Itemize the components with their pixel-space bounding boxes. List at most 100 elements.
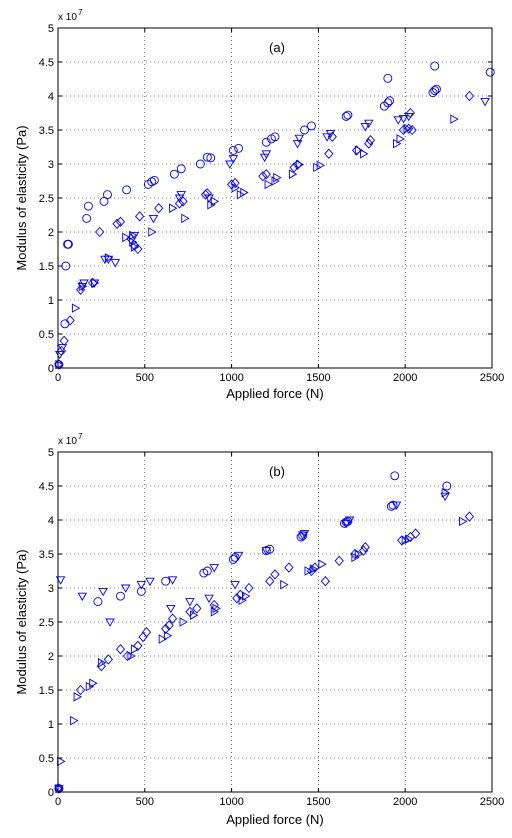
circle-marker (270, 132, 280, 142)
triangle-right-marker (264, 179, 273, 190)
triangle-down-marker (233, 551, 244, 561)
triangle-down-marker (261, 150, 272, 159)
diamond-marker (358, 545, 369, 556)
circle-marker (431, 84, 441, 94)
diamond-marker (161, 623, 171, 634)
diamond-marker (75, 684, 86, 696)
diamond-marker (365, 135, 376, 146)
y-tick-label: 1 (48, 719, 54, 731)
triangle-right-marker (97, 658, 107, 668)
triangle-down-marker (103, 255, 114, 265)
triangle-down-marker (292, 140, 303, 149)
diamond-marker (360, 542, 370, 553)
panel-a: 0 500 1000 1500 2000 2500 0 0.5 1 1.5 2 2.5 3 3.5 4 4.5… (14, 8, 504, 401)
triangle-right-marker (288, 169, 298, 179)
x-tick-label: 1000 (219, 372, 243, 384)
triangle-right-marker (163, 630, 173, 641)
diamond-marker (115, 216, 126, 227)
circle-marker (485, 67, 495, 77)
diamond-marker (226, 179, 237, 190)
triangle-down-marker (363, 119, 374, 129)
diamond-marker (404, 123, 414, 134)
triangle-down-marker (148, 214, 159, 224)
circle-marker (383, 98, 393, 108)
diamond-marker (65, 315, 75, 326)
circle-marker (228, 145, 238, 155)
diamond-marker (230, 177, 240, 189)
triangle-right-marker (354, 145, 364, 156)
circle-marker (385, 96, 395, 106)
triangle-down-marker (403, 112, 414, 122)
y-tick-label: 4 (48, 515, 54, 527)
diamond-marker (115, 644, 126, 655)
y-tick-label: 2 (48, 651, 54, 663)
triangle-right-marker (271, 176, 280, 186)
diamond-marker (411, 528, 421, 539)
triangle-down-marker (89, 279, 100, 288)
y-tick-label: 0.5 (39, 329, 54, 341)
diamond-marker (270, 569, 280, 580)
circle-marker (234, 143, 243, 153)
y-tick-label: 1.5 (39, 261, 54, 273)
panel-b-title: (b) (269, 464, 285, 479)
triangle-down-marker (209, 564, 220, 573)
triangle-right-marker (396, 134, 405, 144)
triangle-down-marker (299, 530, 310, 539)
triangle-down-marker (185, 598, 195, 607)
circle-marker (430, 61, 440, 71)
triangle-right-marker (89, 678, 98, 688)
diamond-marker (141, 627, 152, 638)
triangle-right-marker (459, 516, 468, 527)
triangle-down-marker (166, 604, 176, 614)
diamond-marker (192, 603, 202, 614)
triangle-right-marker (158, 634, 168, 644)
x-tick-label: 500 (136, 372, 154, 384)
triangle-right-marker (441, 488, 451, 498)
panel-b-y-multiplier: x 10 (58, 436, 77, 447)
triangle-right-marker (280, 579, 289, 590)
triangle-right-marker (181, 213, 190, 224)
x-tick-label: 2500 (480, 796, 504, 808)
triangle-right-marker (130, 242, 140, 252)
circle-marker (300, 125, 309, 135)
circle-marker (388, 500, 398, 510)
triangle-right-marker (71, 303, 81, 313)
diamond-marker (133, 640, 143, 651)
circle-marker (202, 566, 212, 576)
triangle-down-marker (230, 581, 240, 590)
diamond-marker (103, 654, 113, 665)
circle-marker (82, 213, 92, 223)
circle-marker (341, 111, 351, 121)
diamond-marker (185, 606, 195, 617)
triangle-right-marker (316, 160, 326, 171)
diamond-marker (265, 576, 275, 587)
diamond-marker (320, 576, 330, 587)
panel-a-title: (a) (269, 40, 285, 55)
triangle-right-marker (189, 610, 199, 620)
triangle-down-marker (341, 519, 351, 529)
panel-a-y-multiplier-exponent: 7 (78, 8, 83, 17)
triangle-right-marker (129, 230, 138, 241)
circle-marker (442, 481, 452, 491)
diamond-marker (133, 243, 143, 255)
diamond-marker (398, 124, 409, 136)
triangle-down-marker (344, 516, 355, 525)
circle-marker (93, 597, 103, 607)
diamond-marker (397, 535, 407, 546)
triangle-down-marker (204, 594, 214, 604)
diamond-marker (112, 218, 122, 230)
diamond-marker (261, 169, 271, 180)
triangle-down-marker (105, 618, 115, 627)
panel-a-ylabel: Modulus of elasticity (Pa) (14, 125, 29, 270)
triangle-right-marker (450, 114, 459, 124)
triangle-right-marker (55, 783, 64, 794)
y-tick-label: 2 (48, 227, 54, 239)
circle-marker (206, 153, 216, 163)
y-tick-label: 0 (48, 363, 54, 375)
x-tick-label: 1500 (306, 796, 330, 808)
y-tick-label: 3 (48, 583, 54, 595)
x-tick-label: 0 (55, 372, 61, 384)
circle-marker (379, 101, 389, 111)
y-tick-label: 4 (48, 91, 54, 103)
